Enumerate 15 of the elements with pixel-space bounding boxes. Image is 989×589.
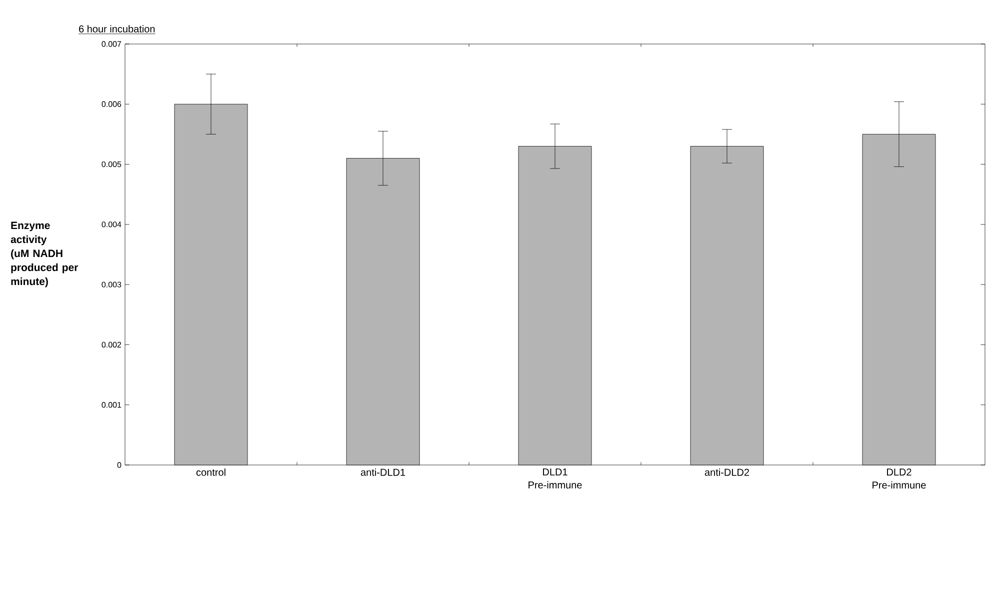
y-tick-label: 0.007 [102, 41, 122, 47]
y-tick-label: 0.006 [102, 101, 122, 107]
x-tick-label: anti-DLD2 [704, 468, 749, 476]
y-tick-label: 0.004 [102, 222, 122, 228]
x-tick-label: DLD2 Pre-immune [872, 468, 926, 489]
x-tick-label: DLD1 Pre-immune [528, 468, 582, 488]
y-tick-label: 0 [117, 462, 122, 468]
y-axis-title: Enzyme activity (uM NADH produced per minute) [10, 222, 78, 288]
y-tick-label: 0.005 [102, 161, 122, 168]
x-tick-label: anti-DLD1 [360, 468, 406, 476]
y-tick-label: 0.001 [102, 402, 122, 408]
y-tick-label: 0.003 [102, 282, 122, 288]
chart-title: 6 hour incubation [79, 25, 155, 32]
x-tick-label: control [196, 468, 226, 476]
y-tick-label: 0.002 [102, 342, 122, 348]
